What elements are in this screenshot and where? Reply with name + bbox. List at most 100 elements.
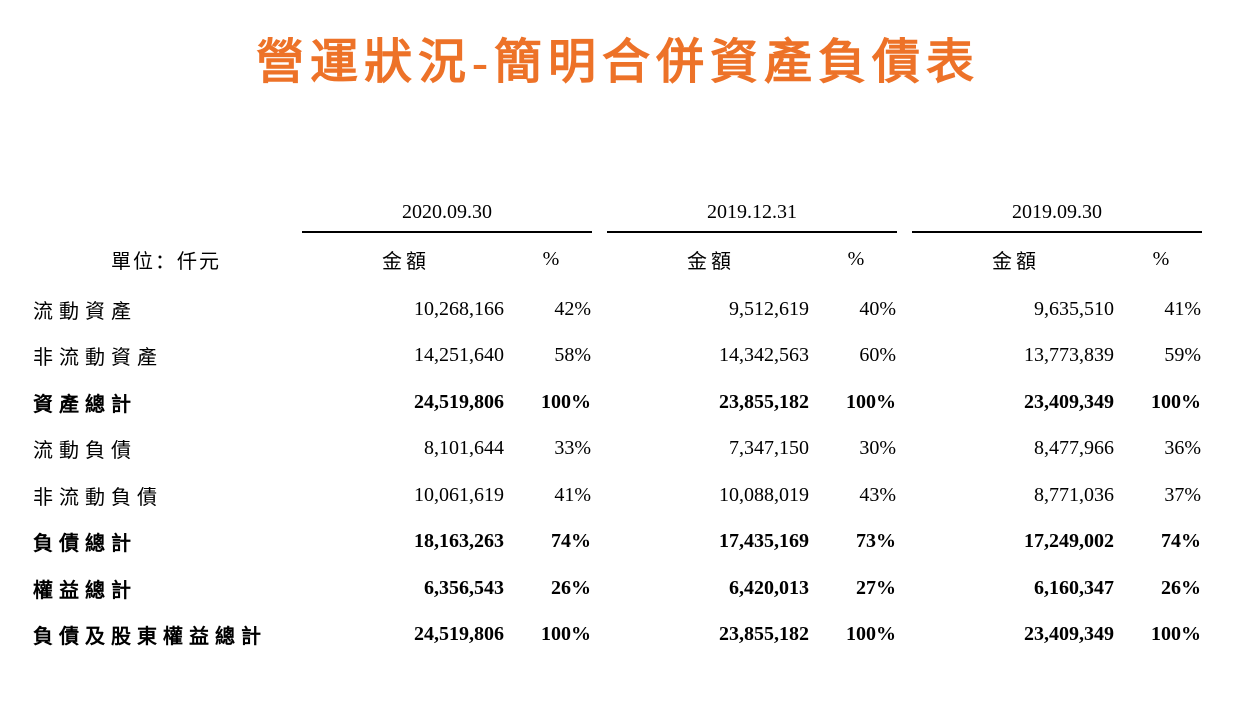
percent-value: 41% — [1164, 297, 1201, 320]
percent-value: 42% — [554, 297, 591, 320]
amount-value: 17,249,002 — [1024, 530, 1114, 553]
column-gap — [592, 519, 607, 566]
period-header: 2019.12.31 — [607, 186, 897, 233]
column-gap — [592, 286, 607, 333]
percent-value: 100% — [541, 390, 591, 413]
amount-value: 18,163,263 — [414, 530, 504, 553]
amount-value: 8,101,644 — [424, 437, 504, 460]
row-label: 流動資產 — [33, 300, 137, 323]
percent-value: 26% — [551, 576, 591, 599]
row-label: 非流動負債 — [33, 486, 163, 509]
percent-header: % — [1152, 248, 1170, 270]
balance-sheet-table: 2020.09.30 2019.12.31 2019.09.30 單位：仟元 金… — [30, 186, 1202, 658]
percent-value: 60% — [859, 344, 896, 367]
amount-header: 金額 — [992, 251, 1040, 273]
empty-corner-cell — [30, 186, 302, 232]
percent-value: 100% — [846, 390, 896, 413]
total-row: 負債及股東權益總計 24,519,806 100% 23,855,182 100% 23,… — [30, 612, 1202, 659]
table-row: 非流動資產 14,251,640 58% 14,342,563 60% 13,773,83… — [30, 333, 1202, 380]
column-gap — [592, 186, 607, 232]
table-row: 非流動負債 10,061,619 41% 10,088,019 43% 8,771,036… — [30, 472, 1202, 519]
row-label: 負債及股東權益總計 — [33, 626, 267, 649]
amount-value: 8,477,966 — [1034, 437, 1114, 460]
unit-label: 單位：仟元 — [111, 250, 221, 273]
period-header-row: 2020.09.30 2019.12.31 2019.09.30 — [30, 186, 1202, 233]
row-label: 資產總計 — [33, 393, 137, 416]
percent-value: 27% — [856, 576, 896, 599]
column-gap — [897, 186, 912, 232]
column-gap — [592, 472, 607, 519]
column-gap — [592, 612, 607, 659]
period-header: 2020.09.30 — [302, 186, 592, 233]
percent-value: 30% — [859, 437, 896, 460]
percent-value: 100% — [846, 623, 896, 646]
column-gap — [592, 232, 607, 286]
amount-value: 6,356,543 — [424, 576, 504, 599]
row-label: 非流動資產 — [33, 347, 163, 370]
amount-value: 14,251,640 — [414, 344, 504, 367]
balance-table-body: 流動資產 10,268,166 42% 9,512,619 40% 9,635,510 41… — [30, 286, 1202, 658]
column-gap — [592, 379, 607, 426]
amount-value: 14,342,563 — [719, 344, 809, 367]
amount-value: 13,773,839 — [1024, 344, 1114, 367]
row-label: 權益總計 — [33, 579, 137, 602]
amount-value: 23,855,182 — [719, 390, 809, 413]
column-gap — [897, 612, 912, 659]
percent-value: 37% — [1164, 483, 1201, 506]
percent-value: 43% — [859, 483, 896, 506]
percent-value: 74% — [551, 530, 591, 553]
percent-header: % — [542, 248, 560, 270]
amount-value: 10,088,019 — [719, 483, 809, 506]
amount-value: 23,855,182 — [719, 623, 809, 646]
amount-value: 17,435,169 — [719, 530, 809, 553]
column-gap — [897, 426, 912, 473]
column-gap — [897, 472, 912, 519]
percent-value: 41% — [554, 483, 591, 506]
column-gap — [897, 232, 912, 286]
table-row: 流動負債 8,101,644 33% 7,347,150 30% 8,477,966 36% — [30, 426, 1202, 473]
column-header-row: 單位：仟元 金額 % 金額 % 金額 % — [30, 232, 1202, 286]
amount-value: 23,409,349 — [1024, 390, 1114, 413]
percent-value: 74% — [1161, 530, 1201, 553]
percent-value: 59% — [1164, 344, 1201, 367]
column-gap — [897, 565, 912, 612]
amount-value: 7,347,150 — [729, 437, 809, 460]
percent-value: 58% — [554, 344, 591, 367]
amount-value: 24,519,806 — [414, 623, 504, 646]
column-gap — [897, 286, 912, 333]
percent-value: 36% — [1164, 437, 1201, 460]
column-gap — [897, 333, 912, 380]
percent-value: 100% — [1151, 390, 1201, 413]
column-gap — [592, 333, 607, 380]
percent-value: 26% — [1161, 576, 1201, 599]
amount-value: 24,519,806 — [414, 390, 504, 413]
percent-header: % — [847, 248, 865, 270]
amount-value: 6,160,347 — [1034, 576, 1114, 599]
column-gap — [592, 426, 607, 473]
percent-value: 100% — [1151, 623, 1201, 646]
total-row: 負債總計 18,163,263 74% 17,435,169 73% 17,249,002… — [30, 519, 1202, 566]
table-row: 流動資產 10,268,166 42% 9,512,619 40% 9,635,510 41… — [30, 286, 1202, 333]
amount-value: 23,409,349 — [1024, 623, 1114, 646]
amount-header: 金額 — [687, 251, 735, 273]
amount-header: 金額 — [382, 251, 430, 273]
column-gap — [897, 379, 912, 426]
amount-value: 6,420,013 — [729, 576, 809, 599]
amount-value: 9,635,510 — [1034, 297, 1114, 320]
row-label: 流動負債 — [33, 440, 137, 463]
period-header: 2019.09.30 — [912, 186, 1202, 233]
percent-value: 40% — [859, 297, 896, 320]
total-row: 權益總計 6,356,543 26% 6,420,013 27% 6,160,347 26% — [30, 565, 1202, 612]
column-gap — [592, 565, 607, 612]
percent-value: 100% — [541, 623, 591, 646]
amount-value: 10,061,619 — [414, 483, 504, 506]
row-label: 負債總計 — [33, 533, 137, 556]
percent-value: 73% — [856, 530, 896, 553]
percent-value: 33% — [554, 437, 591, 460]
page-title: 營運狀況-簡明合併資產負債表 — [256, 36, 980, 89]
column-gap — [897, 519, 912, 566]
table-head-rows: 2020.09.30 2019.12.31 2019.09.30 單位：仟元 金… — [30, 186, 1202, 286]
amount-value: 10,268,166 — [414, 297, 504, 320]
amount-value: 8,771,036 — [1034, 483, 1114, 506]
